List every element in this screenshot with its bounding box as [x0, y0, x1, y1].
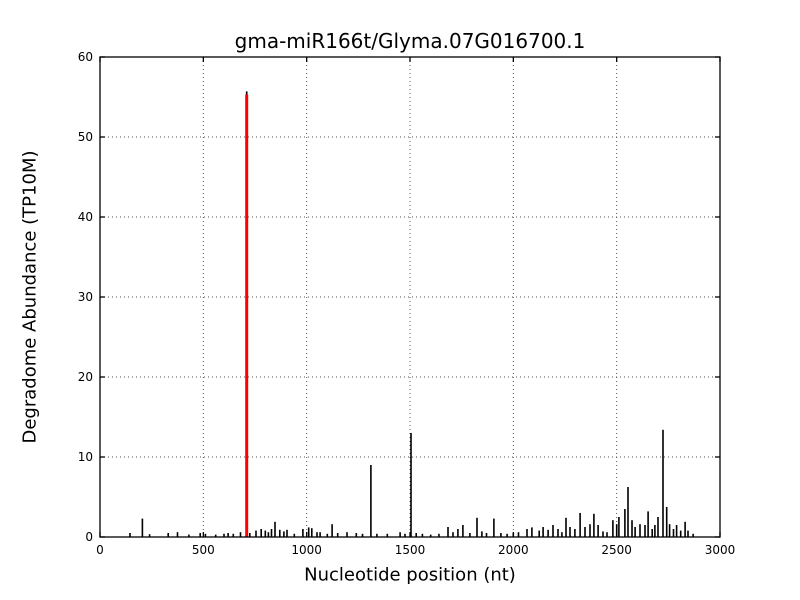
svg-text:30: 30: [78, 290, 93, 304]
y-axis-label: Degradome Abundance (TP10M): [19, 150, 41, 444]
svg-text:2000: 2000: [498, 543, 529, 557]
svg-text:0: 0: [96, 543, 104, 557]
svg-text:2500: 2500: [601, 543, 632, 557]
svg-text:0: 0: [85, 530, 93, 544]
svg-text:40: 40: [78, 210, 93, 224]
chart-title: gma-miR166t/Glyma.07G016700.1: [234, 29, 586, 53]
svg-text:20: 20: [78, 370, 93, 384]
svg-text:10: 10: [78, 450, 93, 464]
svg-text:500: 500: [192, 543, 215, 557]
svg-text:1000: 1000: [291, 543, 322, 557]
svg-text:3000: 3000: [705, 543, 736, 557]
svg-text:1500: 1500: [395, 543, 426, 557]
svg-text:50: 50: [78, 130, 93, 144]
svg-text:60: 60: [78, 50, 93, 64]
x-axis-label: Nucleotide position (nt): [304, 564, 516, 586]
highlight-bar: [245, 94, 249, 537]
